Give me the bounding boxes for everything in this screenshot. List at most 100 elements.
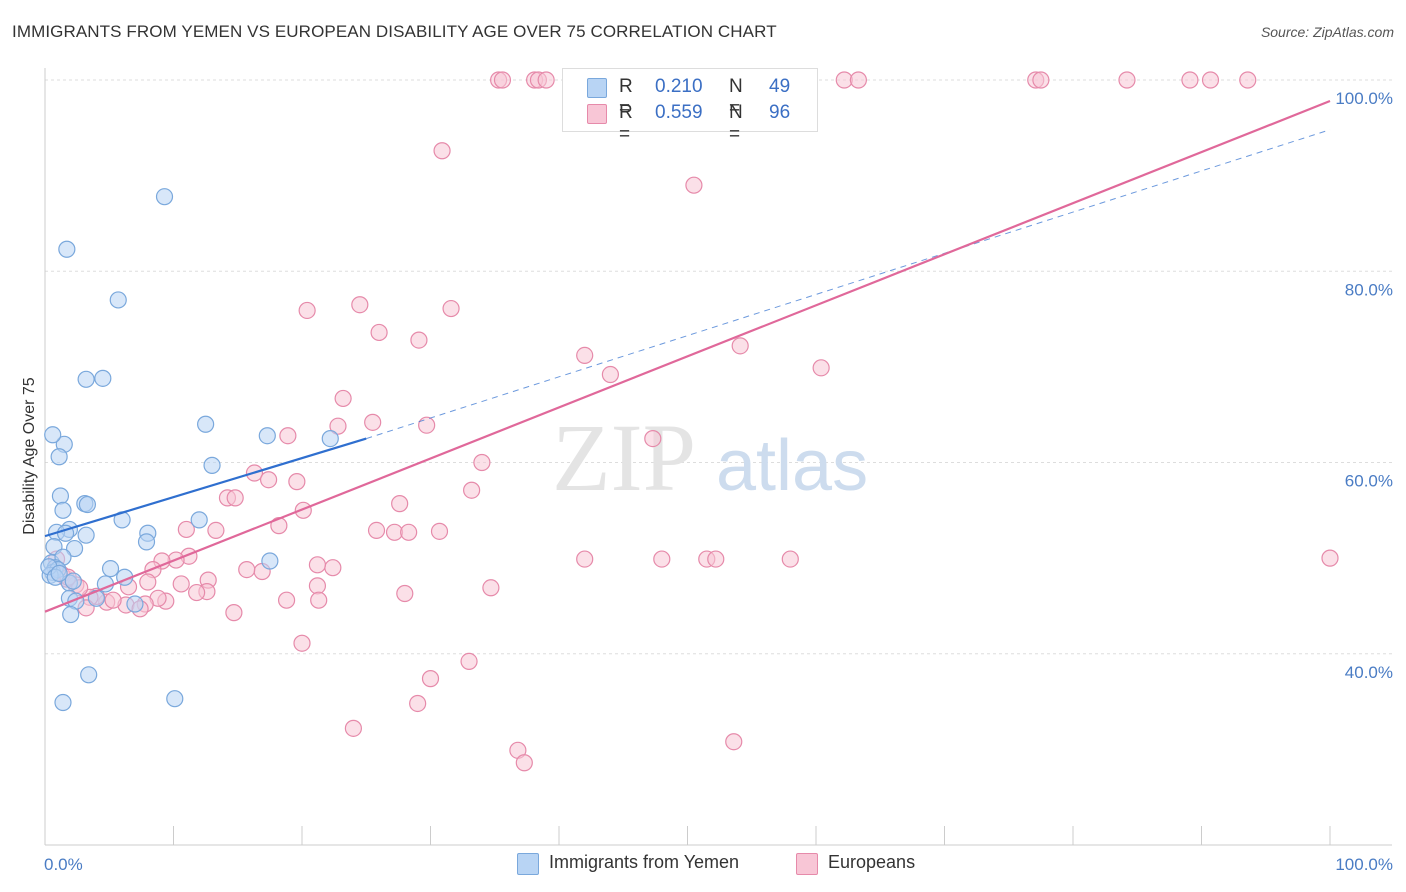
europeans-point: [104, 591, 122, 609]
chart-title: IMMIGRANTS FROM YEMEN VS EUROPEAN DISABI…: [12, 22, 777, 41]
x-ticks: [44, 826, 1331, 845]
europeans-point: [308, 577, 327, 595]
europeans-point: [482, 579, 500, 597]
grid-lines: [45, 79, 1392, 655]
europeans-point: [310, 591, 328, 609]
yemen-point: [77, 370, 95, 388]
yemen-point: [197, 415, 215, 433]
europeans-point: [177, 520, 195, 539]
europeans-point: [515, 754, 533, 772]
yemen-point: [101, 560, 120, 578]
yemen-point: [80, 666, 98, 684]
legend-n-label: N =: [729, 76, 743, 119]
europeans-point: [351, 296, 369, 314]
yemen-point: [65, 539, 84, 558]
y-tick-label: 100.0%: [1335, 89, 1393, 108]
legend-swatch-europeans: [796, 853, 818, 875]
europeans-point: [364, 413, 382, 431]
europeans-point: [396, 584, 414, 603]
europeans-point: [334, 389, 352, 408]
yemen-point: [258, 427, 276, 445]
x-tick-label-max: 100.0%: [1335, 855, 1393, 874]
europeans-point: [188, 583, 206, 602]
europeans-point: [324, 559, 342, 577]
chart-source: Source: ZipAtlas.com: [1260, 24, 1394, 40]
legend-swatch-yemen: [587, 78, 607, 98]
yemen-point: [137, 533, 156, 551]
europeans-point: [172, 575, 190, 593]
yemen-point: [109, 291, 127, 309]
europeans-point: [644, 429, 662, 448]
trend-lines: [44, 100, 1331, 613]
yemen-point: [64, 572, 82, 590]
yemen-point: [77, 526, 95, 544]
europeans-point: [1201, 71, 1220, 89]
x-tick-label-min: 0.0%: [44, 855, 83, 874]
legend-r-value: 0.210: [655, 76, 703, 97]
europeans-point: [277, 591, 296, 609]
europeans-point: [731, 337, 749, 355]
europeans-point: [601, 365, 620, 384]
yemen-trend-extension: [366, 129, 1331, 440]
yemen-point: [321, 429, 339, 448]
europeans-point: [298, 301, 316, 320]
europeans-point: [812, 359, 830, 377]
yemen-trend-line: [44, 437, 367, 538]
europeans-point: [493, 71, 512, 89]
yemen-point: [126, 595, 144, 613]
europeans-point: [279, 427, 297, 445]
europeans-point: [207, 521, 225, 539]
europeans-point: [238, 560, 256, 579]
europeans-point: [463, 481, 481, 499]
europeans-point: [576, 550, 594, 568]
legend-label-europeans: Europeans: [828, 852, 916, 872]
yemen-point: [58, 240, 76, 258]
yemen-point: [166, 690, 184, 708]
watermark: ZIP atlas: [552, 404, 868, 511]
yemen-point: [44, 426, 62, 444]
europeans-point: [225, 604, 243, 622]
yemen-point: [261, 552, 279, 570]
stats-legend: R = 0.210 N = 49 R = 0.559 N = 96: [562, 68, 818, 145]
europeans-point: [849, 71, 868, 89]
yemen-point: [190, 511, 208, 529]
europeans-point: [293, 634, 311, 652]
axes: [44, 68, 1392, 846]
europeans-point: [1032, 71, 1050, 89]
europeans-point: [430, 522, 449, 540]
legend-n-value: 49: [769, 76, 791, 97]
y-tick-labels: 40.0% 60.0% 80.0% 100.0%: [1335, 89, 1393, 682]
watermark-zip: ZIP: [552, 404, 696, 511]
yemen-point: [203, 456, 221, 474]
europeans-point: [537, 71, 555, 89]
europeans-point: [400, 523, 418, 541]
legend-swatch-yemen: [517, 853, 539, 875]
europeans-point: [473, 453, 491, 472]
legend-n-value: 96: [769, 102, 791, 123]
legend-n-label: N =: [729, 102, 743, 145]
yemen-point: [78, 495, 97, 514]
europeans-point: [344, 719, 362, 737]
europeans-point: [653, 550, 671, 568]
watermark-atlas: atlas: [716, 426, 868, 506]
europeans-point: [288, 473, 306, 491]
europeans-point: [1118, 71, 1136, 89]
europeans-point: [1239, 71, 1257, 89]
europeans-point: [410, 331, 428, 349]
europeans-point: [367, 521, 386, 539]
europeans-point: [725, 733, 743, 751]
europeans-point: [259, 471, 278, 489]
europeans-point: [1181, 71, 1199, 89]
y-axis-label: Disability Age Over 75: [21, 377, 38, 535]
europeans-point: [685, 176, 703, 194]
europeans-point: [226, 489, 244, 507]
europeans-point: [308, 556, 327, 574]
europeans-point: [139, 573, 157, 591]
yemen-point: [51, 487, 70, 505]
yemen-point: [54, 693, 72, 712]
yemen-points: [40, 188, 339, 712]
europeans-point: [409, 694, 427, 713]
europeans-point: [329, 417, 347, 435]
yemen-point: [54, 501, 72, 519]
y-tick-label: 80.0%: [1345, 280, 1393, 299]
